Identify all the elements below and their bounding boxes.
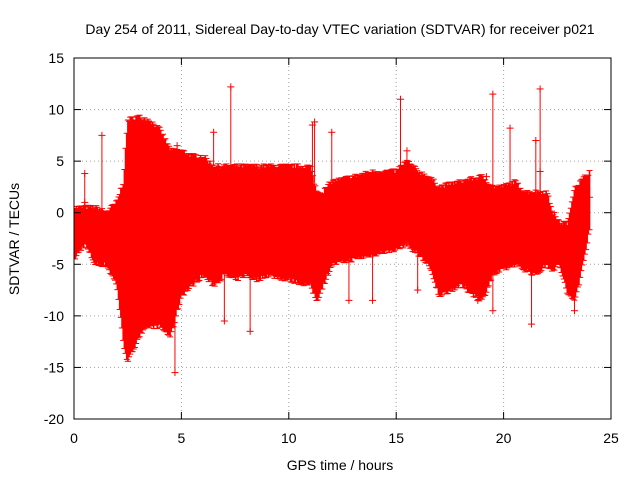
y-tick-label: 0 — [56, 205, 64, 221]
x-tick-label: 5 — [178, 430, 186, 446]
x-axis-label: GPS time / hours — [287, 457, 394, 473]
x-tick-label: 25 — [603, 430, 619, 446]
y-tick-label: 15 — [48, 50, 64, 66]
chart-title: Day 254 of 2011, Sidereal Day-to-day VTE… — [85, 21, 594, 37]
x-tick-label: 20 — [496, 430, 512, 446]
axes: 0 5 10 15 20 25 -20 -15 -10 -5 0 5 10 15 — [44, 50, 619, 446]
plot-frame — [73, 57, 612, 420]
x-tick-label: 10 — [281, 430, 297, 446]
y-tick-label: -5 — [52, 256, 65, 272]
y-tick-label: 10 — [48, 102, 64, 118]
x-tick-label: 15 — [388, 430, 404, 446]
y-tick-label: -20 — [44, 411, 64, 427]
data-series-p021 — [74, 83, 594, 377]
y-tick-label: 5 — [56, 153, 64, 169]
y-tick-label: -15 — [44, 359, 64, 375]
y-axis-label: SDTVAR / TECUs — [6, 183, 22, 295]
y-tick-label: -10 — [44, 308, 64, 324]
x-tick-label: 0 — [70, 430, 78, 446]
